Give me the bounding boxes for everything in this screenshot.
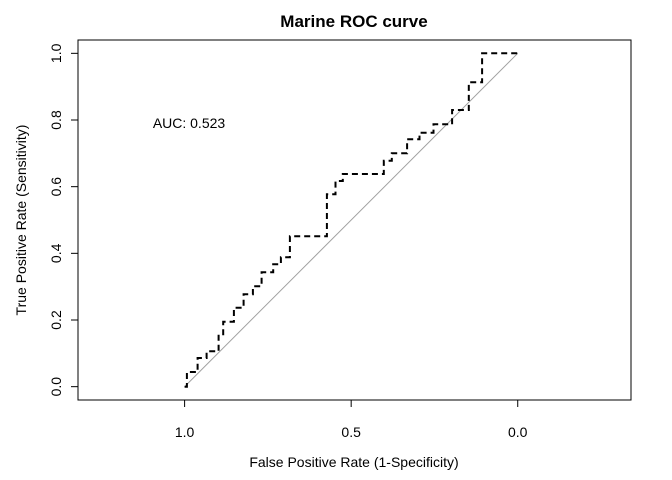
y-tick-label: 0.6 bbox=[48, 177, 64, 197]
auc-annotation: AUC: 0.523 bbox=[153, 115, 226, 131]
y-axis-label: True Positive Rate (Sensitivity) bbox=[13, 125, 29, 316]
y-axis: 0.0 0.2 0.4 0.6 0.8 1.0 bbox=[48, 43, 79, 397]
y-tick-label: 0.0 bbox=[48, 377, 64, 397]
series-group bbox=[184, 52, 518, 388]
x-tick-label: 0.0 bbox=[508, 424, 528, 440]
chart-title: Marine ROC curve bbox=[280, 12, 427, 31]
x-axis: 1.0 0.5 0.0 bbox=[175, 399, 528, 440]
y-tick-label: 0.2 bbox=[48, 310, 64, 330]
y-tick-label: 1.0 bbox=[48, 43, 64, 63]
x-axis-label: False Positive Rate (1-Specificity) bbox=[249, 454, 458, 470]
x-tick-label: 0.5 bbox=[341, 424, 361, 440]
y-tick-label: 0.8 bbox=[48, 110, 64, 130]
diagonal-reference-line bbox=[184, 52, 519, 388]
y-tick-label: 0.4 bbox=[48, 243, 64, 263]
roc-curve-line bbox=[184, 52, 518, 388]
x-tick-label: 1.0 bbox=[175, 424, 195, 440]
